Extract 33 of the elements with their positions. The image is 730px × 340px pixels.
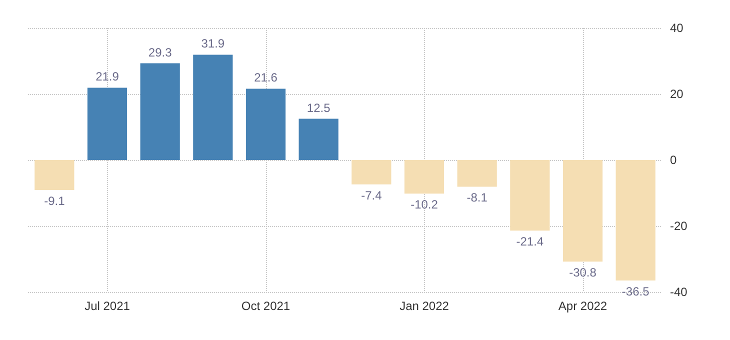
- bar: [510, 160, 550, 231]
- data-label: 12.5: [306, 100, 331, 115]
- bar: [246, 88, 286, 160]
- bar: [34, 160, 74, 190]
- bar: [298, 118, 338, 160]
- y-tick-label: 0: [670, 153, 677, 167]
- bar: [352, 160, 392, 184]
- data-label: 29.3: [148, 45, 172, 60]
- data-label: -10.2: [410, 198, 438, 212]
- bar: [140, 63, 180, 160]
- data-label: -36.5: [622, 284, 650, 298]
- bar: [87, 88, 128, 160]
- x-tick-label: Jul 2021: [84, 299, 130, 313]
- data-label: 31.9: [201, 36, 225, 51]
- bar: [457, 160, 497, 187]
- data-label: -8.1: [466, 190, 488, 205]
- data-label: 21.9: [96, 70, 120, 84]
- x-tick-label: Apr 2022: [558, 299, 608, 313]
- bar: [562, 160, 603, 262]
- bar: [404, 160, 444, 194]
- data-label: -21.4: [516, 234, 544, 249]
- y-tick-label: -40: [670, 285, 688, 299]
- x-tick-label: Oct 2021: [241, 299, 290, 313]
- data-label: -9.1: [44, 194, 66, 208]
- y-tick-label: 40: [670, 21, 684, 35]
- bar: [616, 160, 656, 280]
- data-label: -7.4: [361, 188, 382, 202]
- y-tick-label: 20: [670, 87, 684, 101]
- x-tick-label: Jan 2022: [400, 299, 450, 313]
- y-tick-label: -20: [670, 219, 688, 233]
- bar: [193, 54, 233, 160]
- data-label: 21.6: [254, 70, 278, 85]
- data-label: -30.8: [569, 266, 597, 280]
